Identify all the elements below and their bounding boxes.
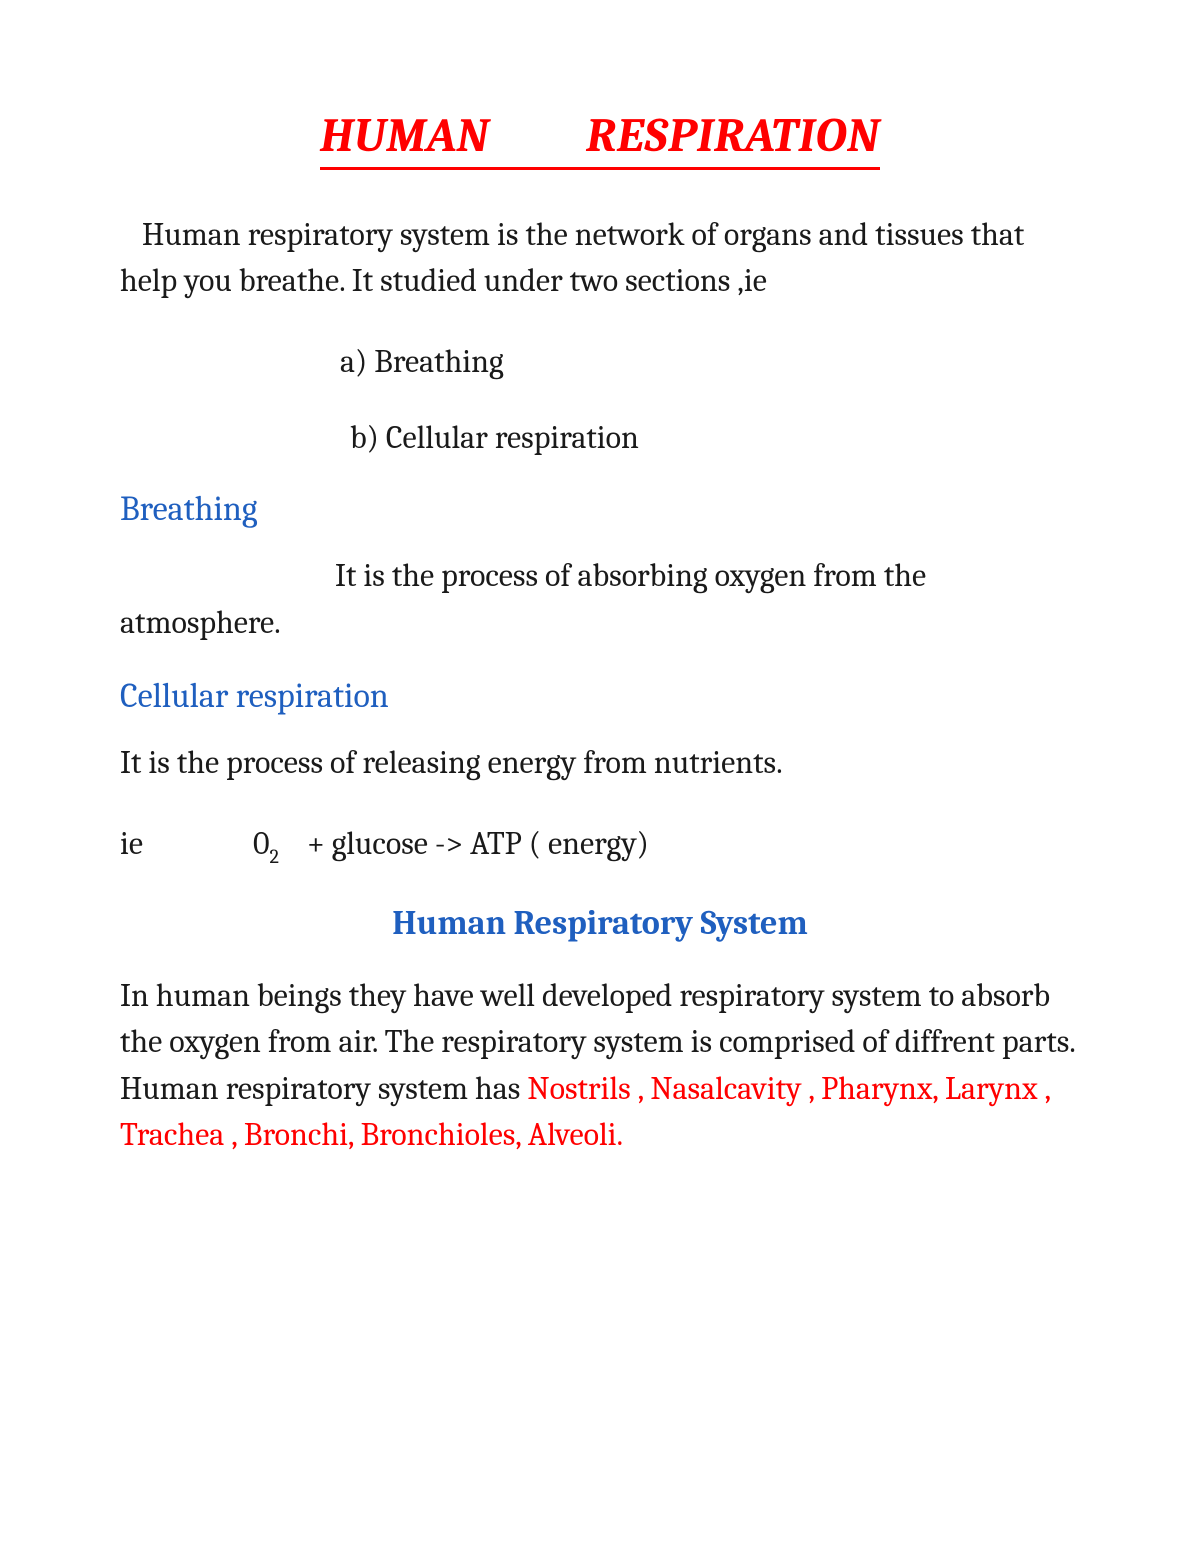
heading-cellular: Cellular respiration xyxy=(120,676,1080,716)
formula-o2-sub: 2 xyxy=(270,845,279,868)
cellular-body: It is the process of releasing energy fr… xyxy=(120,740,1080,786)
intro-paragraph: Human respiratory system is the network … xyxy=(120,212,1080,305)
heading-breathing: Breathing xyxy=(120,489,1080,529)
list-item-a: a) Breathing xyxy=(120,339,1080,385)
cellular-formula: ie 02 + glucose -> ATP ( energy) xyxy=(120,821,1080,869)
system-body: In human beings they have well developed… xyxy=(120,973,1080,1159)
title-wrap: HUMAN RESPIRATION xyxy=(120,110,1080,170)
formula-o2-symbol: 0 xyxy=(253,825,270,862)
formula-prefix: ie xyxy=(120,825,143,862)
heading-respiratory-system: Human Respiratory System xyxy=(120,903,1080,943)
breathing-body-text: It is the process of absorbing oxygen fr… xyxy=(120,557,926,640)
page-title: HUMAN RESPIRATION xyxy=(320,110,880,170)
list-item-b: b) Cellular respiration xyxy=(120,415,1080,461)
document-page: HUMAN RESPIRATION Human respiratory syst… xyxy=(0,0,1200,1553)
formula-rest: + glucose -> ATP ( energy) xyxy=(307,825,649,862)
breathing-body: It is the process of absorbing oxygen fr… xyxy=(120,553,1080,646)
